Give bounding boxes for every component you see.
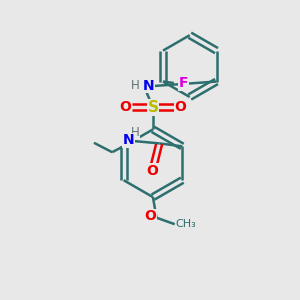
Text: N: N — [122, 134, 134, 147]
Text: CH₃: CH₃ — [176, 219, 196, 229]
Text: F: F — [179, 76, 188, 90]
Text: H: H — [131, 79, 140, 92]
Text: O: O — [119, 100, 131, 114]
Text: O: O — [175, 100, 187, 114]
Text: O: O — [147, 164, 158, 178]
Text: N: N — [143, 79, 154, 92]
Text: O: O — [144, 209, 156, 223]
Text: H: H — [130, 126, 139, 139]
Text: S: S — [147, 100, 158, 115]
